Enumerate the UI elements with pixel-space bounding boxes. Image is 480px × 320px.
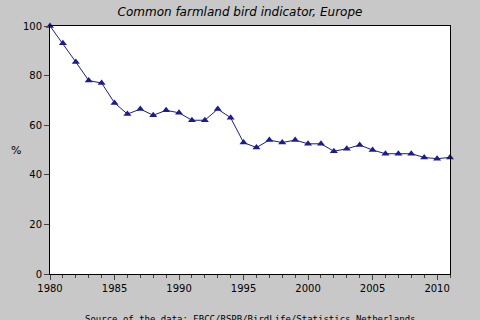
- svg-text:1985: 1985: [102, 283, 127, 294]
- svg-text:2000: 2000: [295, 283, 320, 294]
- svg-text:%: %: [11, 144, 21, 157]
- svg-text:2005: 2005: [360, 283, 385, 294]
- svg-text:2010: 2010: [424, 283, 449, 294]
- svg-text:40: 40: [29, 169, 42, 180]
- svg-text:60: 60: [29, 120, 42, 131]
- svg-text:20: 20: [29, 219, 42, 230]
- svg-text:Source of the data: EBCC/RSPB/: Source of the data: EBCC/RSPB/BirdLife/S…: [85, 314, 416, 320]
- svg-text:1980: 1980: [37, 283, 62, 294]
- svg-text:0: 0: [36, 269, 42, 280]
- svg-text:1995: 1995: [231, 283, 256, 294]
- svg-text:Common farmland bird indicator: Common farmland bird indicator, Europe: [118, 5, 363, 19]
- svg-text:100: 100: [23, 21, 42, 32]
- svg-text:80: 80: [29, 70, 42, 81]
- svg-text:1990: 1990: [166, 283, 191, 294]
